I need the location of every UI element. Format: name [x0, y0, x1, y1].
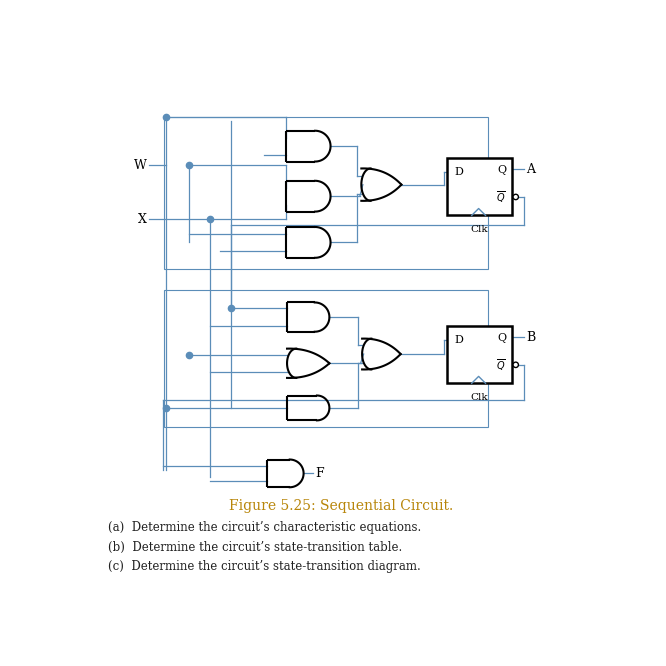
Text: X: X [138, 213, 147, 226]
Circle shape [513, 362, 518, 368]
Bar [447, 158, 512, 215]
Text: (c)  Determine the circuit’s state-transition diagram.: (c) Determine the circuit’s state-transi… [108, 560, 421, 573]
Bar [165, 117, 488, 269]
Bar [165, 290, 488, 427]
Text: D: D [454, 167, 464, 177]
Text: (a)  Determine the circuit’s characteristic equations.: (a) Determine the circuit’s characterist… [108, 521, 422, 534]
Text: F: F [315, 467, 324, 480]
Text: $\overline{Q}$: $\overline{Q}$ [496, 189, 506, 205]
Bar [447, 326, 512, 384]
Text: Clk: Clk [471, 392, 488, 402]
Text: Figure 5.25: Sequential Circuit.: Figure 5.25: Sequential Circuit. [229, 499, 454, 513]
Text: (b)  Determine the circuit’s state-transition table.: (b) Determine the circuit’s state-transi… [108, 541, 402, 554]
Text: D: D [454, 335, 464, 345]
Text: W: W [134, 159, 147, 172]
Text: Q: Q [497, 333, 506, 343]
Text: $\overline{Q}$: $\overline{Q}$ [496, 357, 506, 373]
Text: B: B [526, 330, 535, 344]
Circle shape [513, 194, 518, 200]
Text: Q: Q [497, 165, 506, 175]
Text: Clk: Clk [471, 224, 488, 234]
Text: A: A [526, 163, 535, 176]
